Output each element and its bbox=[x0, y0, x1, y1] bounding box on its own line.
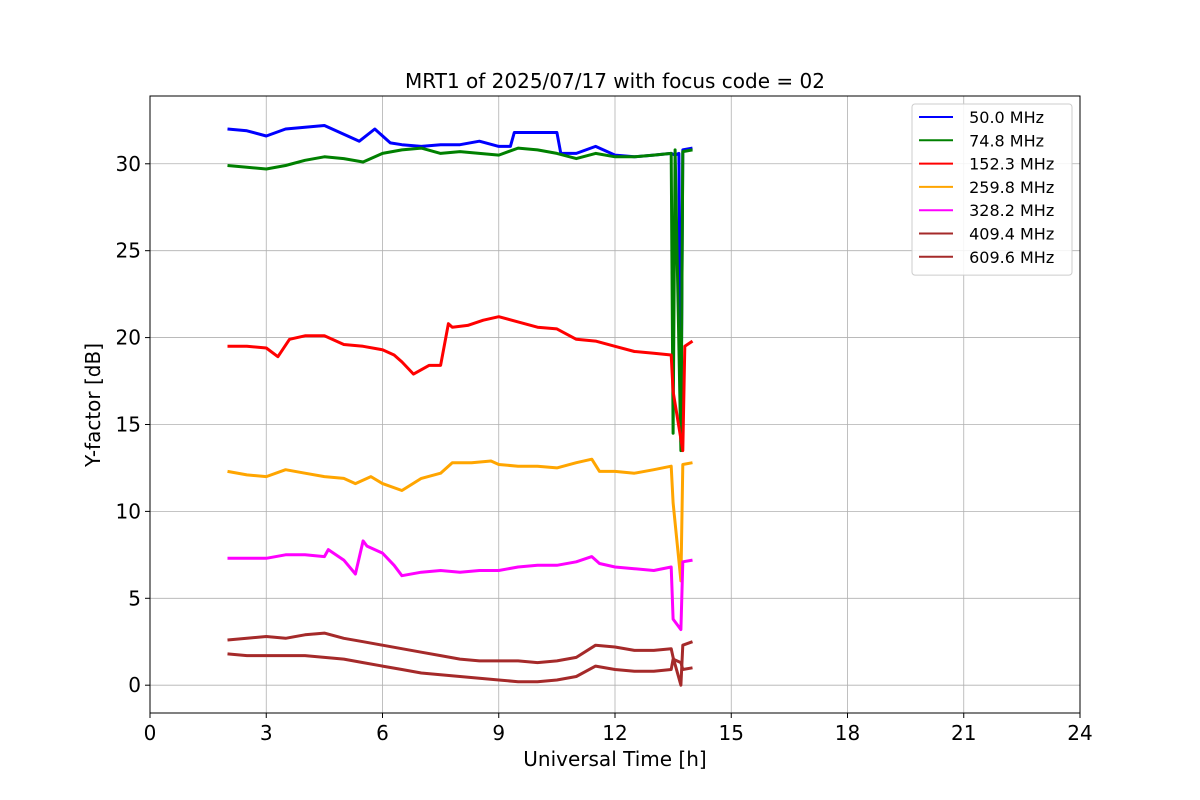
legend-label: 259.8 MHz bbox=[964, 178, 1054, 197]
chart-title: MRT1 of 2025/07/17 with focus code = 02 bbox=[405, 69, 825, 93]
y-axis-title: Y-factor [dB] bbox=[81, 343, 105, 468]
x-tick-label: 21 bbox=[951, 721, 976, 745]
x-axis-title: Universal Time [h] bbox=[523, 747, 706, 771]
x-tick-label: 18 bbox=[835, 721, 860, 745]
x-tick-label: 24 bbox=[1067, 721, 1092, 745]
legend: 50.0 MHz 74.8 MHz 152.3 MHz 259.8 MHz 32… bbox=[911, 103, 1073, 276]
x-tick-label: 15 bbox=[719, 721, 744, 745]
x-tick-label: 3 bbox=[260, 721, 273, 745]
x-tick-label: 0 bbox=[144, 721, 157, 745]
legend-label: 152.3 MHz bbox=[964, 155, 1054, 174]
x-tick-label: 9 bbox=[492, 721, 505, 745]
y-tick-label: 25 bbox=[116, 239, 141, 263]
series-line-1 bbox=[227, 146, 693, 453]
y-tick-label: 0 bbox=[128, 673, 141, 697]
legend-box bbox=[911, 103, 1073, 276]
x-tick-label: 6 bbox=[376, 721, 389, 745]
y-tick-label: 5 bbox=[128, 586, 141, 610]
y-tick-label: 30 bbox=[116, 152, 141, 176]
y-tick-label: 15 bbox=[116, 412, 141, 436]
legend-label: 328.2 MHz bbox=[964, 201, 1054, 220]
y-tick-label: 20 bbox=[116, 326, 141, 350]
series-line-6 bbox=[227, 652, 693, 684]
legend-label: 74.8 MHz bbox=[964, 131, 1044, 150]
axis-ticks: 0 3 6 9 12 15 18 21 24 0 5 10 15 20 25 30 bbox=[116, 152, 1093, 745]
series-line-4 bbox=[227, 539, 693, 632]
series-line-5 bbox=[227, 631, 694, 687]
series-line-3 bbox=[227, 457, 693, 583]
legend-label: 609.6 MHz bbox=[964, 248, 1054, 267]
y-tick-label: 10 bbox=[116, 499, 141, 523]
legend-label: 409.4 MHz bbox=[964, 225, 1054, 244]
series-lines bbox=[227, 124, 694, 687]
legend-label: 50.0 MHz bbox=[964, 108, 1044, 127]
series-line-2 bbox=[227, 315, 694, 453]
x-tick-label: 12 bbox=[602, 721, 627, 745]
